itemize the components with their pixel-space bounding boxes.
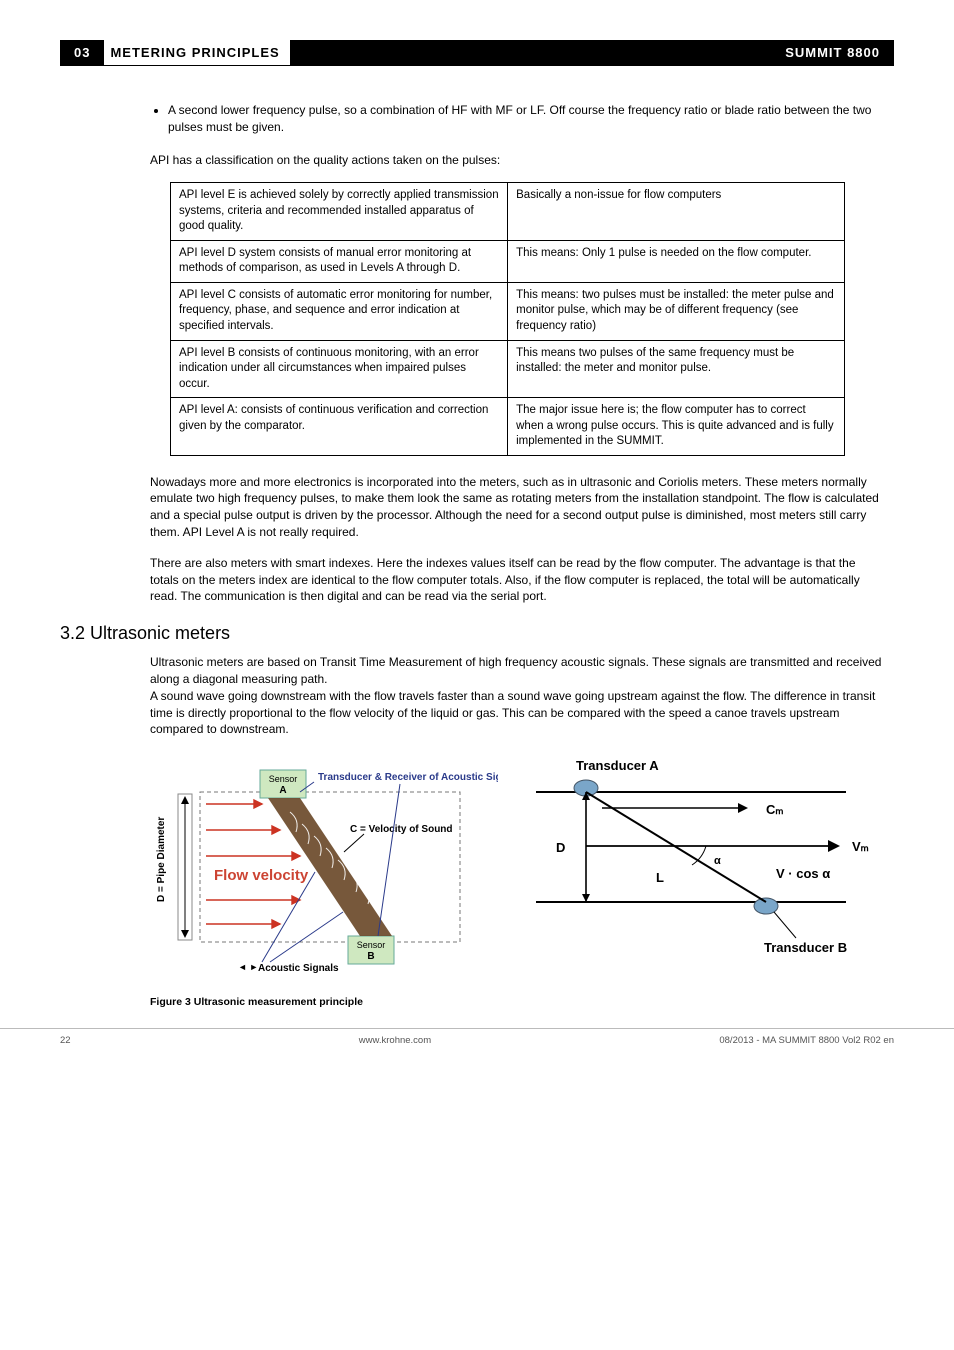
table-row: API level E is achieved solely by correc… [171, 183, 845, 241]
chapter-number: 03 [60, 40, 104, 66]
l-label: L [656, 870, 664, 885]
svg-text:A: A [279, 785, 286, 796]
vm-label: Vₘ [852, 839, 869, 854]
table-cell: API level C consists of automatic error … [171, 282, 508, 340]
api-intro: API has a classification on the quality … [150, 152, 884, 169]
footer-page-number: 22 [60, 1035, 71, 1046]
table-cell: API level D system consists of manual er… [171, 240, 508, 282]
table-cell: This means two pulses of the same freque… [508, 340, 845, 398]
header-fill [290, 40, 771, 66]
sensor-a-label: Sensor [269, 774, 298, 784]
figure-caption: Figure 3 Ultrasonic measurement principl… [150, 996, 884, 1008]
flow-velocity-label: Flow velocity [214, 867, 309, 884]
paragraph-smart-indexes: There are also meters with smart indexes… [150, 555, 884, 605]
ultrasonic-diagram-left: D = Pipe Diameter Sensor A Sensor B Tran… [150, 752, 498, 982]
vcos-label: V · cos α [776, 866, 830, 881]
pipe-diameter-label: D = Pipe Diameter [156, 817, 167, 902]
figure-row: D = Pipe Diameter Sensor A Sensor B Tran… [150, 752, 884, 982]
acoustic-signals-label: Acoustic Signals [258, 963, 339, 974]
table-row: API level D system consists of manual er… [171, 240, 845, 282]
table-cell: This means: two pulses must be installed… [508, 282, 845, 340]
table-row: API level A: consists of continuous veri… [171, 398, 845, 456]
table-cell: API level E is achieved solely by correc… [171, 183, 508, 241]
footer-doc-id: 08/2013 - MA SUMMIT 8800 Vol2 R02 en [719, 1035, 894, 1046]
svg-text:B: B [367, 951, 374, 962]
paragraph-ultrasonic-2: A sound wave going downstream with the f… [150, 688, 884, 738]
product-name: SUMMIT 8800 [771, 40, 894, 66]
sensor-b-label: Sensor [357, 940, 386, 950]
page-header: 03 METERING PRINCIPLES SUMMIT 8800 [60, 40, 894, 66]
section-heading: 3.2 Ultrasonic meters [60, 623, 894, 644]
velocity-sound-label: C = Velocity of Sound [350, 824, 453, 835]
footer-url: www.krohne.com [359, 1035, 431, 1046]
chapter-title: METERING PRINCIPLES [104, 40, 289, 66]
transducer-a-label: Transducer A [576, 758, 659, 773]
paragraph-electronics: Nowadays more and more electronics is in… [150, 474, 884, 541]
table-cell: This means: Only 1 pulse is needed on th… [508, 240, 845, 282]
d-label: D [556, 840, 565, 855]
bullet-item: A second lower frequency pulse, so a com… [168, 102, 884, 136]
transducer-title: Transducer & Receiver of Acoustic Signal… [318, 772, 498, 783]
transducer-b-label: Transducer B [764, 940, 847, 955]
table-cell: The major issue here is; the flow comput… [508, 398, 845, 456]
table-row: API level C consists of automatic error … [171, 282, 845, 340]
bullet-list: A second lower frequency pulse, so a com… [150, 102, 884, 136]
table-cell: API level A: consists of continuous veri… [171, 398, 508, 456]
table-row: API level B consists of continuous monit… [171, 340, 845, 398]
table-cell: Basically a non-issue for flow computers [508, 183, 845, 241]
paragraph-ultrasonic-1: Ultrasonic meters are based on Transit T… [150, 654, 884, 688]
svg-text:◄ ►: ◄ ► [238, 962, 258, 972]
alpha-label: α [714, 855, 721, 867]
ultrasonic-diagram-right: Transducer A D L Cₘ [516, 752, 884, 982]
api-classification-table: API level E is achieved solely by correc… [170, 182, 845, 455]
page-footer: 22 www.krohne.com 08/2013 - MA SUMMIT 88… [0, 1028, 954, 1060]
cm-label: Cₘ [766, 802, 784, 817]
table-cell: API level B consists of continuous monit… [171, 340, 508, 398]
